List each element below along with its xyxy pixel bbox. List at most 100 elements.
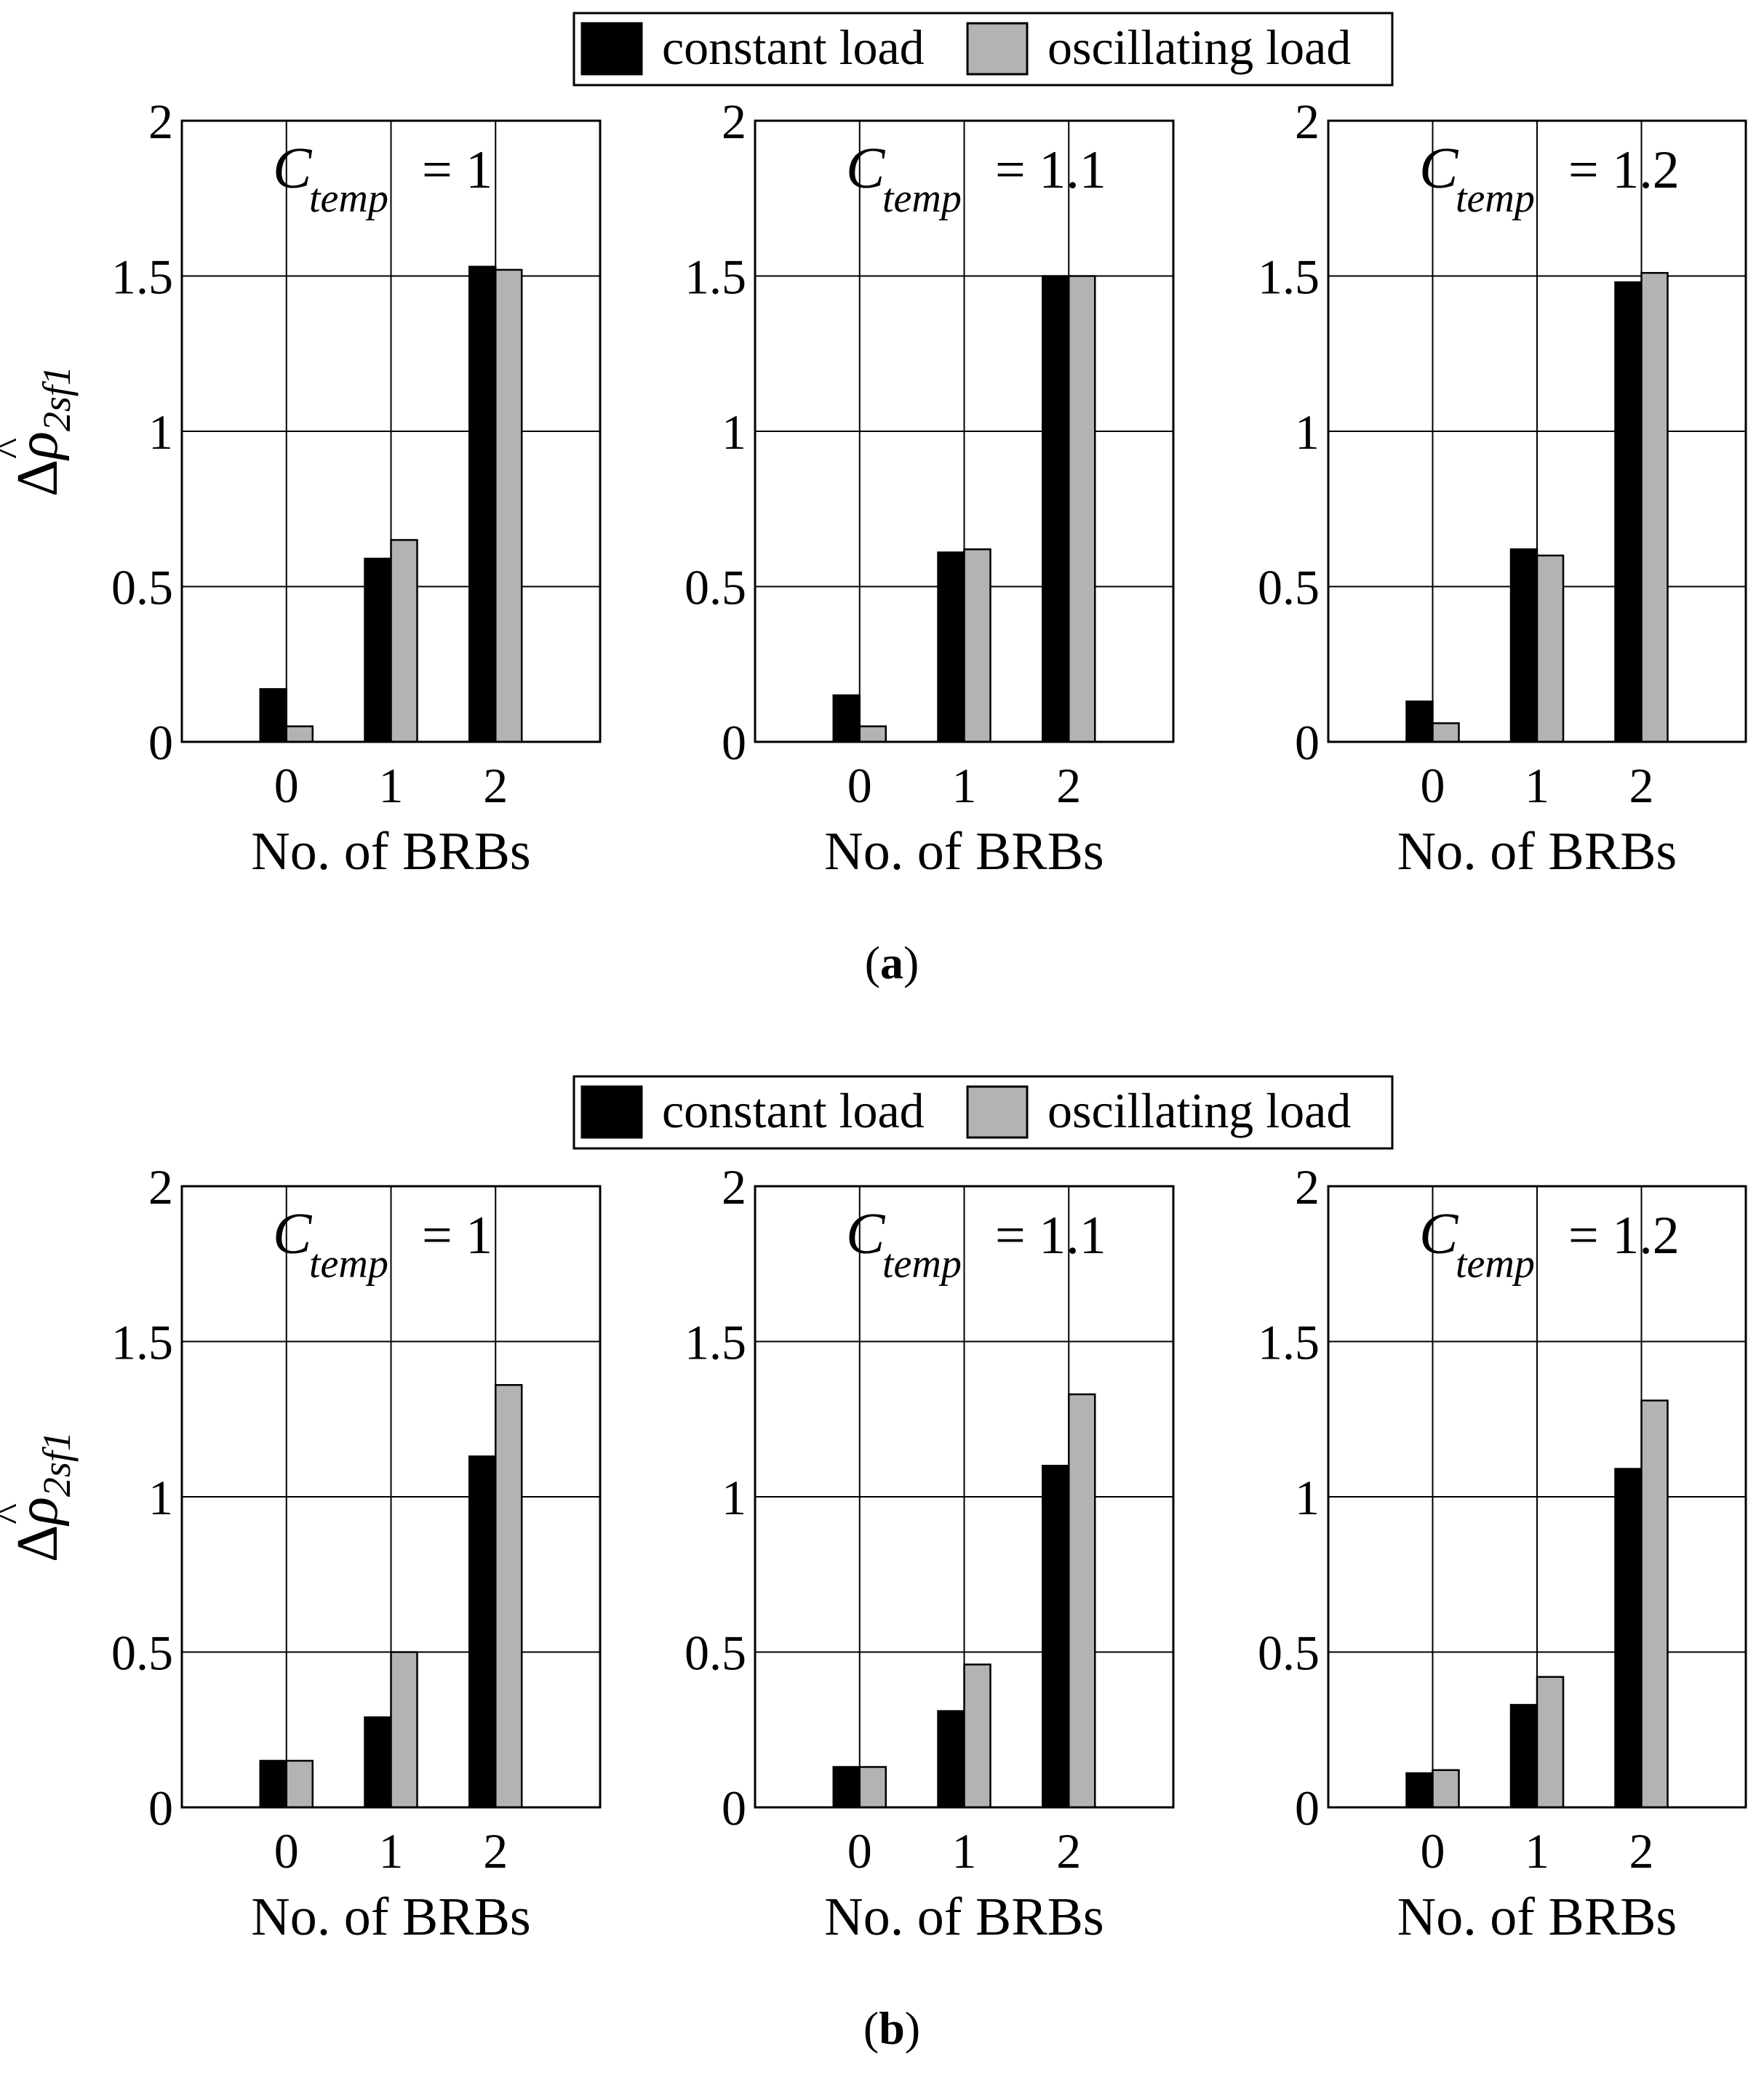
bar-oscillating-2 [495,268,523,743]
bar-oscillating-0 [858,725,887,743]
panel-title-symbol: C [1419,1202,1459,1266]
panel-title-subscript: temp [882,1242,962,1287]
panel-label-b: (b) [863,2002,920,2054]
panel-title-subscript: temp [309,176,388,221]
panel-title-subscript: temp [1456,176,1535,221]
y-tick-label: 1 [1295,1470,1320,1525]
bar-oscillating-2 [495,1384,523,1809]
y-tick-label: 0 [722,715,746,770]
x-tick-label: 0 [1421,1823,1445,1879]
bar-oscillating-2 [1640,1399,1669,1809]
axes-frame [754,119,1175,743]
panel-title-value: = 1.2 [1568,1206,1680,1266]
bar-constant-2 [468,265,497,743]
bar-oscillating-1 [1536,554,1565,743]
legend-label-oscillating: oscillating load [1047,1083,1351,1138]
bar-oscillating-0 [285,725,314,743]
axes-frame [754,1185,1175,1809]
bar-constant-0 [259,1759,287,1809]
legend-label-constant: constant load [662,1083,925,1138]
panel-title-value: = 1 [422,1206,492,1266]
panel-title-subscript: temp [1456,1242,1535,1287]
y-axis-label-a: Δρ2sf1^ [0,366,79,497]
panel-title-subscript: temp [882,176,962,221]
x-axis-label: No. of BRBs [1397,822,1677,881]
bar-oscillating-0 [285,1759,314,1809]
x-tick-label: 0 [1421,758,1445,813]
x-tick-label: 0 [847,1823,872,1879]
y-tick-label: 1.5 [111,1315,173,1370]
y-axis-label-hat: ^ [0,1503,35,1524]
bar-constant-2 [1614,281,1643,743]
y-tick-label: 1 [148,404,173,460]
x-tick-label: 2 [483,1823,508,1879]
panel-title-symbol: C [273,137,313,201]
bar-constant-1 [1509,548,1538,743]
y-tick-label: 0.5 [685,560,746,615]
bar-oscillating-1 [390,539,418,743]
y-tick-label: 0 [1295,1780,1320,1836]
x-tick-label: 1 [1525,758,1549,813]
y-tick-label: 2 [722,94,746,149]
x-tick-label: 2 [1056,758,1081,813]
panel-title-value: = 1 [422,140,492,200]
panel-label-a: (a) [865,937,919,988]
x-tick-label: 2 [483,758,508,813]
x-tick-label: 0 [274,1823,299,1879]
x-tick-label: 0 [847,758,872,813]
legend-swatch-oscillating [966,22,1029,76]
y-axis-label-text: Δρ2sf1 [6,1431,79,1562]
y-tick-label: 0.5 [1258,1626,1320,1681]
axes-frame [180,1185,602,1809]
bar-constant-0 [1405,700,1434,743]
bar-constant-1 [937,551,965,743]
y-axis-label-text: Δρ2sf1 [6,366,79,497]
y-tick-label: 2 [722,1159,746,1215]
bar-constant-2 [1042,275,1070,743]
legend-label-oscillating: oscillating load [1047,20,1351,75]
x-tick-label: 2 [1629,758,1654,813]
y-tick-label: 0 [722,1780,746,1836]
axes-frame [1327,1185,1747,1809]
x-axis-label: No. of BRBs [824,822,1104,881]
bar-constant-1 [937,1710,965,1809]
x-axis-label: No. of BRBs [824,1887,1104,1947]
legend-swatch-constant [580,1085,643,1139]
bar-oscillating-0 [858,1766,887,1809]
y-tick-label: 0 [1295,715,1320,770]
legend-a: constant load oscillating load [572,12,1394,87]
bar-oscillating-2 [1068,1393,1096,1809]
panel-title-value: = 1.2 [1568,140,1680,200]
panel-title-value: = 1.1 [995,140,1106,200]
bar-oscillating-1 [963,548,991,743]
y-tick-label: 1.5 [1258,249,1320,305]
bar-constant-0 [832,694,861,743]
panel-title-symbol: C [273,1202,313,1266]
x-tick-label: 2 [1056,1823,1081,1879]
bar-constant-2 [1042,1465,1070,1809]
bar-constant-1 [364,557,392,743]
x-tick-label: 2 [1629,1823,1654,1879]
bar-constant-0 [832,1766,861,1809]
legend-label-constant: constant load [662,20,925,75]
y-tick-label: 0.5 [1258,560,1320,615]
panel-title-symbol: C [846,137,886,201]
x-axis-label: No. of BRBs [251,1887,530,1947]
x-axis-label: No. of BRBs [251,822,530,881]
legend-b: constant load oscillating load [572,1075,1394,1150]
y-tick-label: 2 [148,94,173,149]
y-tick-label: 0.5 [111,1626,173,1681]
bar-constant-1 [1509,1703,1538,1809]
bar-constant-2 [1614,1468,1643,1809]
bar-constant-0 [1405,1772,1434,1809]
y-tick-label: 1 [722,1470,746,1525]
